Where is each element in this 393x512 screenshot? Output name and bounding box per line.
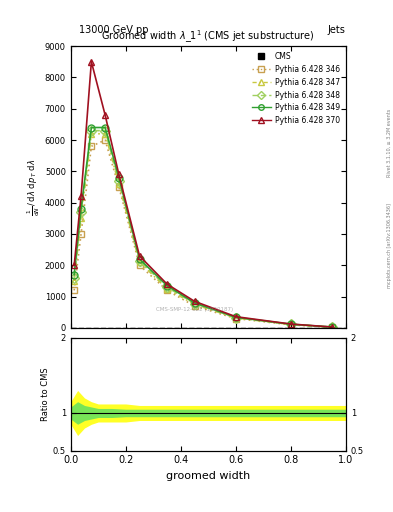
Pythia 6.428 347 <box>89 131 94 137</box>
Pythia 6.428 346 <box>192 303 197 309</box>
Pythia 6.428 370 <box>288 321 293 327</box>
Pythia 6.428 349 <box>79 206 83 212</box>
Pythia 6.428 346 <box>233 315 238 322</box>
Pythia 6.428 349 <box>72 272 77 278</box>
Line: Pythia 6.428 348: Pythia 6.428 348 <box>71 127 336 331</box>
Pythia 6.428 370 <box>103 112 108 118</box>
Text: Rivet 3.1.10, ≥ 3.2M events: Rivet 3.1.10, ≥ 3.2M events <box>387 109 392 178</box>
Pythia 6.428 346 <box>89 143 94 150</box>
Pythia 6.428 370 <box>192 298 197 305</box>
Pythia 6.428 348 <box>165 284 169 290</box>
Pythia 6.428 349 <box>137 256 142 262</box>
Pythia 6.428 370 <box>72 262 77 268</box>
Pythia 6.428 346 <box>103 137 108 143</box>
Pythia 6.428 347 <box>288 322 293 328</box>
Pythia 6.428 346 <box>288 322 293 328</box>
Title: Groomed width $\lambda\_1^1$ (CMS jet substructure): Groomed width $\lambda\_1^1$ (CMS jet su… <box>101 29 315 46</box>
Pythia 6.428 347 <box>116 181 121 187</box>
Line: Pythia 6.428 347: Pythia 6.428 347 <box>71 130 336 331</box>
Pythia 6.428 348 <box>89 127 94 134</box>
Pythia 6.428 348 <box>137 258 142 264</box>
Pythia 6.428 348 <box>233 314 238 321</box>
Text: 13000 GeV pp: 13000 GeV pp <box>79 25 148 35</box>
Pythia 6.428 349 <box>233 314 238 321</box>
Line: Pythia 6.428 370: Pythia 6.428 370 <box>71 58 336 330</box>
Pythia 6.428 349 <box>165 283 169 289</box>
Line: Pythia 6.428 346: Pythia 6.428 346 <box>71 137 336 331</box>
Pythia 6.428 349 <box>192 300 197 306</box>
Pythia 6.428 370 <box>89 59 94 65</box>
Text: Jets: Jets <box>328 25 346 35</box>
Pythia 6.428 348 <box>192 301 197 307</box>
Pythia 6.428 348 <box>72 275 77 281</box>
Pythia 6.428 346 <box>137 262 142 268</box>
Pythia 6.428 347 <box>192 302 197 308</box>
Pythia 6.428 347 <box>79 215 83 221</box>
Pythia 6.428 370 <box>233 314 238 320</box>
Pythia 6.428 347 <box>103 131 108 137</box>
Pythia 6.428 347 <box>72 278 77 284</box>
Pythia 6.428 349 <box>89 124 94 131</box>
Pythia 6.428 348 <box>330 324 334 330</box>
Legend: CMS, Pythia 6.428 346, Pythia 6.428 347, Pythia 6.428 348, Pythia 6.428 349, Pyt: CMS, Pythia 6.428 346, Pythia 6.428 347,… <box>250 50 342 127</box>
Pythia 6.428 346 <box>72 287 77 293</box>
Pythia 6.428 347 <box>330 324 334 330</box>
Pythia 6.428 348 <box>116 178 121 184</box>
Pythia 6.428 347 <box>165 286 169 292</box>
Pythia 6.428 370 <box>137 253 142 259</box>
Pythia 6.428 370 <box>165 281 169 287</box>
Pythia 6.428 370 <box>79 194 83 200</box>
Pythia 6.428 349 <box>330 324 334 330</box>
Pythia 6.428 348 <box>288 321 293 327</box>
Pythia 6.428 346 <box>165 287 169 293</box>
Pythia 6.428 347 <box>137 259 142 265</box>
Pythia 6.428 370 <box>116 172 121 178</box>
Y-axis label: Ratio to CMS: Ratio to CMS <box>41 368 50 421</box>
Line: Pythia 6.428 349: Pythia 6.428 349 <box>71 124 336 331</box>
Pythia 6.428 346 <box>330 324 334 330</box>
Pythia 6.428 370 <box>330 324 334 330</box>
X-axis label: groomed width: groomed width <box>166 471 250 481</box>
Pythia 6.428 349 <box>103 124 108 131</box>
Pythia 6.428 347 <box>233 315 238 321</box>
Text: mcplots.cern.ch [arXiv:1306.3436]: mcplots.cern.ch [arXiv:1306.3436] <box>387 203 392 288</box>
Y-axis label: $\frac{1}{\mathrm{d}N}\,/\,\mathrm{d}\lambda\;\mathrm{d}\,p_T\;\mathrm{d}\,\lamb: $\frac{1}{\mathrm{d}N}\,/\,\mathrm{d}\la… <box>26 158 42 216</box>
Pythia 6.428 348 <box>103 127 108 134</box>
Pythia 6.428 346 <box>116 184 121 190</box>
Pythia 6.428 348 <box>79 209 83 215</box>
Pythia 6.428 349 <box>288 321 293 327</box>
Pythia 6.428 346 <box>79 231 83 237</box>
Pythia 6.428 349 <box>116 175 121 181</box>
Text: CMS-SMP-12-022 (1920187): CMS-SMP-12-022 (1920187) <box>156 307 233 312</box>
